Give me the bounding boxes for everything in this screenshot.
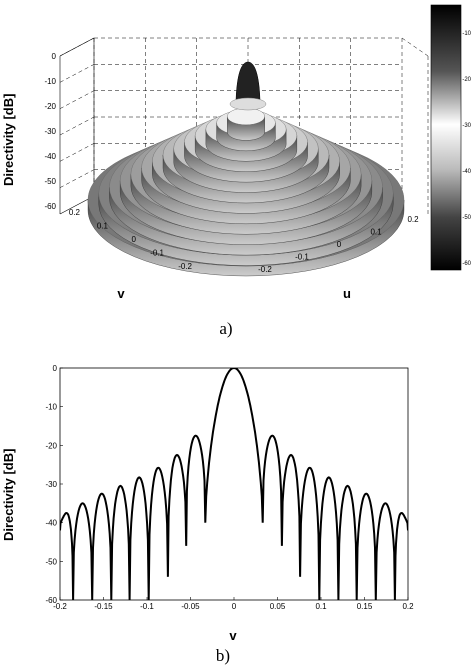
y-tick-label: -10 — [45, 403, 57, 412]
x-tick-labels: -0.2 -0.15 -0.1 -0.05 0 0.05 0.1 0.15 0.2 — [53, 597, 414, 611]
x-axis-label: v — [229, 628, 237, 643]
x-tick-label: -0.1 — [140, 602, 154, 611]
z-axis-label: Directivity [dB] — [1, 94, 16, 186]
y-tick-label: -50 — [45, 557, 57, 566]
colorbar-tick-label: -60 — [462, 261, 471, 267]
colorbar-tick-label: -20 — [462, 77, 471, 83]
y-tick-label: -30 — [45, 480, 57, 489]
colorbar-tick-label: -30 — [462, 123, 471, 129]
colorbar-ticks: -10 -20 -30 -40 -50 -60 — [462, 31, 471, 267]
u-tick-label: -0.2 — [258, 265, 272, 274]
z-tick-label: -30 — [44, 127, 56, 136]
x-tick-label: -0.2 — [53, 602, 67, 611]
caption-b: b) — [216, 646, 230, 665]
u-tick-labels: -0.2 -0.1 0 0.1 0.2 — [258, 215, 419, 274]
u-axis-label: u — [343, 286, 351, 301]
box-wireframe — [59, 37, 95, 215]
surface-rings — [87, 61, 405, 277]
x-tick-label: 0.1 — [315, 602, 327, 611]
z-tick-label: -50 — [44, 177, 56, 186]
v-axis-label: v — [117, 286, 125, 301]
y-axis-label: Directivity [dB] — [1, 449, 16, 541]
z-tick-label: -20 — [44, 102, 56, 111]
colorbar-tick-label: -10 — [462, 31, 471, 37]
x-tick-label: 0.2 — [402, 602, 414, 611]
colorbar: -10 -20 -30 -40 -50 -60 — [430, 4, 472, 271]
line-plot: -0.2 -0.15 -0.1 -0.05 0 0.05 0.1 0.15 0.2 0 -10 -2… — [1, 364, 414, 665]
z-tick-label: -60 — [44, 202, 56, 211]
x-tick-label: 0.15 — [357, 602, 373, 611]
colorbar-tick-label: -40 — [462, 169, 471, 175]
z-tick-label: -40 — [44, 152, 56, 161]
series-directivity-line — [60, 368, 408, 600]
main-lobe — [235, 61, 261, 101]
colorbar-gradient — [430, 4, 462, 271]
y-tick-labels: 0 -10 -20 -30 -40 -50 -60 — [45, 364, 63, 605]
surface-ring-top — [227, 107, 265, 126]
x-tick-label: -0.15 — [94, 602, 113, 611]
y-tick-label: -60 — [45, 596, 57, 605]
y-tick-label: 0 — [53, 364, 58, 373]
v-tick-label: -0.1 — [150, 249, 164, 258]
caption-a: a) — [219, 319, 232, 338]
y-tick-label: -40 — [45, 519, 57, 528]
z-tick-label: -10 — [44, 77, 56, 86]
z-tick-labels: 0 -10 -20 -30 -40 -50 -60 — [44, 52, 56, 211]
first-sidelobe-ring — [229, 97, 267, 111]
z-tick-label: 0 — [52, 52, 57, 61]
u-tick-label: -0.1 — [295, 253, 309, 262]
v-tick-labels: 0.2 0.1 0 -0.1 -0.2 — [69, 208, 193, 271]
y-tick-label: -20 — [45, 441, 57, 450]
u-tick-label: 0.1 — [370, 228, 382, 237]
v-tick-label: 0.2 — [69, 208, 81, 217]
v-tick-label: 0.1 — [97, 222, 109, 231]
x-tick-label: 0 — [232, 602, 237, 611]
v-tick-label: 0 — [132, 235, 137, 244]
u-tick-label: 0 — [337, 240, 342, 249]
v-tick-label: -0.2 — [178, 262, 192, 271]
x-tick-label: 0.05 — [270, 602, 286, 611]
u-tick-label: 0.2 — [407, 215, 419, 224]
surface-plot: 0 -10 -20 -30 -40 -50 -60 0.2 0.1 0 -0.1 -0.2 -0.2… — [1, 4, 472, 338]
x-tick-label: -0.05 — [181, 602, 200, 611]
colorbar-tick-label: -50 — [462, 215, 471, 221]
